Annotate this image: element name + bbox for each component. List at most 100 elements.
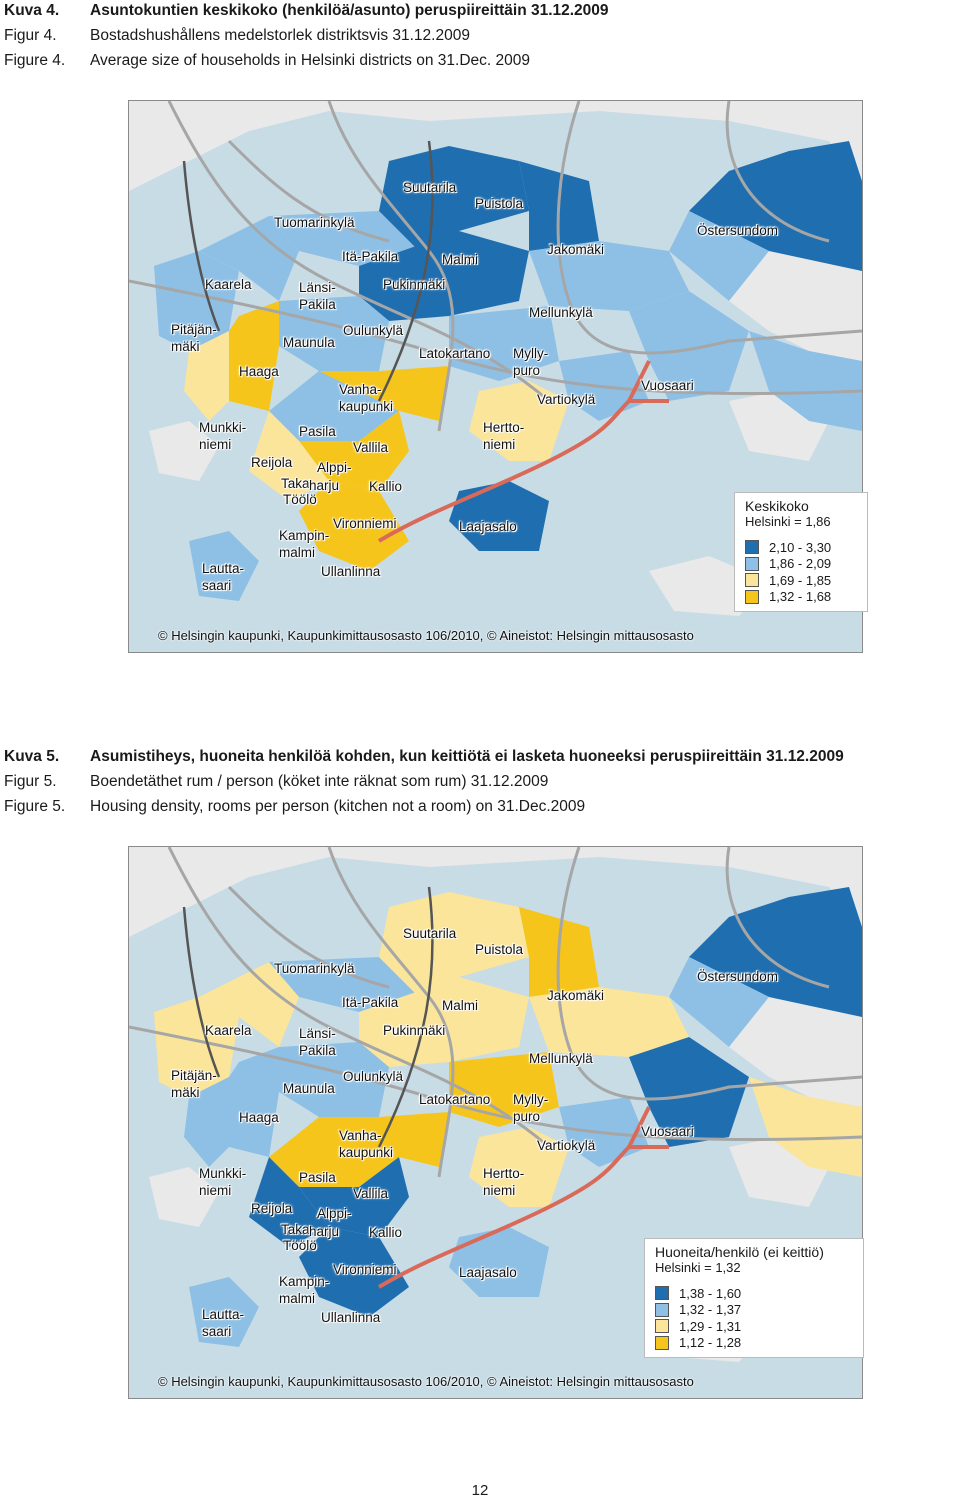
district-label: Alppi- [317,1206,352,1221]
district-label: Laajasalo [459,1265,517,1280]
legend-item: 1,32 - 1,37 [655,1302,853,1319]
district-label: Reijola [251,455,293,470]
district-label: Pasila [299,424,336,439]
district-label: Latokartano [419,1092,491,1107]
housing-density-map: Suutarila Puistola Tuomarinkylä Östersundom… [128,846,863,1399]
legend-item: 1,29 - 1,31 [655,1318,853,1335]
legend-swatch [655,1302,669,1317]
caption-number: Figure 4. [4,52,66,69]
district-label: harju [309,478,340,493]
district-label: Östersundom [697,223,779,238]
district-label: Malmi [442,998,478,1013]
district-label: Itä-Pakila [342,249,399,264]
district-label: Kallio [369,479,403,494]
legend-figure5: Huoneita/henkilö (ei keittiö) Helsinki =… [644,1238,864,1358]
caption-text: Average size of households in Helsinki d… [90,52,530,69]
district-label: Länsi- Pakila [299,1026,336,1058]
district-label: Mellunkylä [529,305,593,320]
legend-title: Keskikoko [745,498,809,514]
district-label: Vuosaari [641,378,694,393]
district-label: Pasila [299,1170,336,1185]
district-label: Vanha- kaupunki [339,1128,394,1160]
legend-swatch [745,540,759,555]
map-base [129,101,862,616]
legend-item: 1,12 - 1,28 [655,1335,853,1352]
district-label: Oulunkylä [343,323,404,338]
figure4-caption: Kuva 4. Asuntokuntien keskikoko (henkilö… [4,0,960,75]
district-label: Vironniemi [333,516,397,531]
district-label: Jakomäki [547,242,605,257]
district-label: Haaga [239,1110,279,1125]
caption-number: Figur 4. [4,27,57,44]
district-label: Tuomarinkylä [274,961,355,976]
district-label: Vuosaari [641,1124,694,1139]
district-label: Laajasalo [459,519,517,534]
district-label: Vironniemi [333,1262,397,1277]
legend-item: 1,69 - 1,85 [745,572,857,589]
district-label: Latokartano [419,346,491,361]
legend-figure4: Keskikoko Helsinki = 1,86 2,10 - 3,30 1,… [734,492,868,612]
district-label: Puistola [475,196,524,211]
district-label: Ullanlinna [321,1310,381,1325]
legend-swatch [745,556,759,571]
district-label: Östersundom [697,969,779,984]
district-label: Suutarila [403,180,457,195]
caption-number: Figure 5. [4,798,66,815]
legend-item-label: 1,32 - 1,68 [769,589,832,605]
district-label: Töölö [283,1238,317,1253]
district-label: Hertto- niemi [483,1166,525,1198]
household-size-map: Suutarila Puistola Tuomarinkylä Östersundom… [128,100,863,653]
district-label: Ullanlinna [321,564,381,579]
district-label: Vartiokylä [537,392,596,407]
legend-swatch [745,573,759,588]
legend-item-label: 1,29 - 1,31 [679,1318,742,1334]
district-label: Vallila [353,1186,389,1201]
district-label: Taka- [281,1222,315,1237]
legend-item: 1,86 - 2,09 [745,556,857,573]
legend-item: 1,32 - 1,68 [745,589,857,606]
legend-swatch [655,1319,669,1334]
district-label: Pukinmäki [383,1023,446,1038]
district-label: Maunula [283,1081,335,1096]
district-label: Munkki- niemi [199,420,247,452]
district-label: Länsi- Pakila [299,280,336,312]
caption-number: Kuva 4. [4,2,60,19]
district-label: Lautta- saari [202,1307,245,1339]
caption-number: Kuva 5. [4,748,60,765]
district-label: Vartiokylä [537,1138,596,1153]
legend-item-label: 2,10 - 3,30 [769,539,832,555]
legend-item: 1,38 - 1,60 [655,1285,853,1302]
legend-item-label: 1,86 - 2,09 [769,556,832,572]
district-label: Pitäjän- mäki [171,1068,217,1100]
legend-subtitle: Helsinki = 1,86 [745,514,831,529]
caption-row: Kuva 5. Asumistiheys, huoneita henkilöä … [4,746,960,771]
caption-text: Asuntokuntien keskikoko (henkilöä/asunto… [90,2,609,19]
legend-swatch [655,1286,669,1301]
legend-item-label: 1,69 - 1,85 [769,572,832,588]
legend-item-label: 1,12 - 1,28 [679,1335,742,1351]
district-label: Kampin- malmi [279,528,330,560]
district-label: Suutarila [403,926,457,941]
district-label: Haaga [239,364,279,379]
district-label: Kaarela [205,1023,252,1038]
district-label: Töölö [283,492,317,507]
district-label: Oulunkylä [343,1069,404,1084]
caption-row: Figure 5. Housing density, rooms per per… [4,796,960,821]
caption-row: Figur 5. Boendetäthet rum / person (köke… [4,771,960,796]
district-label: Lautta- saari [202,561,245,593]
district-label: Hertto- niemi [483,420,525,452]
caption-number: Figur 5. [4,773,57,790]
legend-item: 2,10 - 3,30 [745,539,857,556]
district-label: Vanha- kaupunki [339,382,394,414]
district-label: Puistola [475,942,524,957]
map-base [129,847,862,1362]
district-label: Mellunkylä [529,1051,593,1066]
caption-row: Figur 4. Bostadshushållens medelstorlek … [4,25,960,50]
page-number: 12 [471,1482,489,1499]
district-label: Jakomäki [547,988,605,1003]
legend-title: Huoneita/henkilö (ei keittiö) [655,1244,824,1260]
district-label: Kallio [369,1225,403,1240]
caption-row: Figure 4. Average size of households in … [4,50,960,75]
legend-item-label: 1,38 - 1,60 [679,1285,742,1301]
caption-row: Kuva 4. Asuntokuntien keskikoko (henkilö… [4,0,960,25]
